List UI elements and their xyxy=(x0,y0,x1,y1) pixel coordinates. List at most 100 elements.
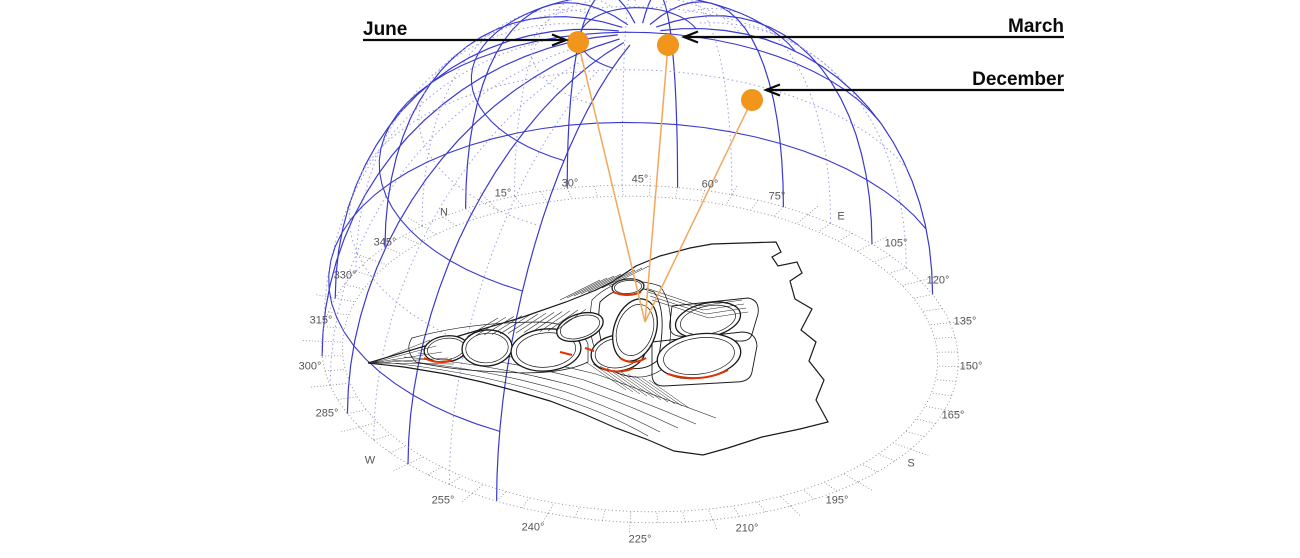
red-accent xyxy=(612,291,642,296)
dome-meridian xyxy=(649,1,784,207)
hatch-line xyxy=(547,309,579,332)
tank-ellipses xyxy=(423,278,742,380)
dome-meridian xyxy=(621,0,637,186)
compass-label-150: 150° xyxy=(960,361,983,373)
band-tick xyxy=(472,484,484,494)
band-tick xyxy=(937,365,959,368)
band-label-leader xyxy=(407,217,423,227)
compass-label-75: 75° xyxy=(769,191,786,203)
band-label-leader xyxy=(857,481,873,491)
band-tick xyxy=(335,297,356,303)
hatch-line xyxy=(531,311,563,333)
band-tick xyxy=(489,201,500,213)
hatch-line xyxy=(555,308,587,331)
tank-ellipse-inner xyxy=(615,304,655,356)
sun-markers xyxy=(567,31,763,111)
sun-dot-june xyxy=(567,31,589,53)
band-label-leader xyxy=(629,522,631,534)
dome-meridian xyxy=(465,2,629,209)
band-tick xyxy=(540,191,548,203)
hatch-line xyxy=(601,267,643,289)
band-label-leader xyxy=(790,505,801,517)
compass-label-60: 60° xyxy=(702,179,719,191)
band-tick xyxy=(892,442,911,450)
hatch-line xyxy=(371,357,449,364)
compass-label-255: 255° xyxy=(432,495,455,507)
dome-meridian xyxy=(656,15,873,245)
band-label-leader xyxy=(958,366,979,368)
band-tick xyxy=(547,502,555,514)
hatch-line xyxy=(523,312,555,333)
band-tick xyxy=(796,214,808,224)
hatch-line xyxy=(539,310,571,332)
band-tick xyxy=(682,510,686,523)
tank-ellipse-inner xyxy=(559,314,601,340)
band-tick xyxy=(780,495,791,507)
band-tick xyxy=(902,280,921,287)
dome-meridian xyxy=(323,35,572,327)
band-label-leader xyxy=(341,426,360,433)
sun-rays xyxy=(577,41,753,323)
tank-ellipse-inner xyxy=(663,337,735,375)
band-tick xyxy=(818,223,831,233)
band-tick xyxy=(602,509,606,521)
road-line xyxy=(649,295,747,315)
band-tick xyxy=(402,235,419,245)
road-line xyxy=(647,291,745,311)
compass-labels: N 15° 30° 45° 60° 75° E 105° 120° 135° 150° 165° S 19… xyxy=(299,174,983,546)
dome-meridian xyxy=(681,7,832,224)
band-tick xyxy=(407,456,424,465)
red-accent xyxy=(667,369,729,380)
band-tick xyxy=(369,258,388,266)
dome-parallel xyxy=(328,121,927,432)
sun-dome-wireframe xyxy=(321,0,934,502)
dome-meridian xyxy=(355,23,579,272)
compass-label-45: 45° xyxy=(632,174,649,186)
hatch-line xyxy=(515,312,547,334)
band-tick xyxy=(929,322,950,326)
band-tick xyxy=(521,497,530,509)
dome-meridian xyxy=(660,28,934,295)
compass-label-330: 330° xyxy=(334,270,357,282)
dome-meridian xyxy=(321,34,618,357)
band-label-leader xyxy=(461,493,473,503)
band-tick xyxy=(750,199,759,211)
tank-ellipse-inner xyxy=(515,332,577,368)
hatch-line xyxy=(371,351,443,364)
band-tick xyxy=(823,481,838,492)
march-arrowhead xyxy=(680,30,699,44)
band-tick xyxy=(725,194,733,206)
band-tick xyxy=(359,421,378,428)
red-accent xyxy=(619,357,647,363)
sun-ray-june xyxy=(577,41,646,323)
compass-label-240: 240° xyxy=(522,522,545,534)
hatch-line xyxy=(648,379,690,409)
band-tick xyxy=(427,466,442,476)
band-tick xyxy=(802,489,815,500)
hatch-line xyxy=(613,369,655,399)
hatch-line xyxy=(627,373,669,403)
band-tick xyxy=(389,445,407,453)
band-tick xyxy=(916,418,936,424)
compass-label-210: 210° xyxy=(736,523,759,535)
tank-ellipse-inner xyxy=(614,280,642,294)
band-tick xyxy=(843,473,859,483)
band-tick xyxy=(707,508,714,521)
dome-meridian xyxy=(384,16,623,248)
sun-ray-march xyxy=(644,44,669,323)
compass-label-285: 285° xyxy=(316,408,339,420)
hatch-line xyxy=(585,361,627,391)
band-label-leader xyxy=(944,409,965,414)
road-line xyxy=(645,287,743,307)
band-label-leader xyxy=(910,448,929,456)
band-tick xyxy=(905,430,925,438)
december-arrowhead xyxy=(762,83,781,97)
band-label-leader xyxy=(479,191,490,203)
compass-label-W: W xyxy=(365,455,376,467)
dome-parallel xyxy=(578,7,697,69)
tank-ellipse xyxy=(461,329,513,367)
compass-label-S: S xyxy=(907,458,914,470)
compass-label-225: 225° xyxy=(629,534,652,546)
compass-label-195: 195° xyxy=(826,495,849,507)
